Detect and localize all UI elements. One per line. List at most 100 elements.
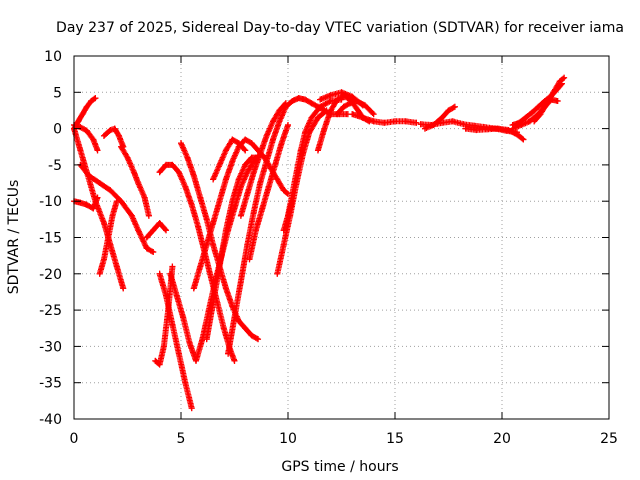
data-point — [280, 187, 287, 194]
data-point — [190, 172, 197, 179]
data-point — [353, 98, 360, 105]
data-point — [445, 107, 452, 114]
data-point — [449, 118, 456, 125]
series-arc20 — [246, 121, 291, 263]
data-point — [188, 405, 195, 412]
data-point — [118, 143, 125, 150]
data-point — [173, 292, 180, 299]
data-point — [535, 103, 542, 110]
x-tick-label: 25 — [600, 431, 618, 447]
data-point — [314, 114, 321, 121]
data-point — [150, 249, 157, 256]
data-point — [257, 180, 264, 187]
data-point — [509, 121, 516, 128]
data-point — [85, 172, 92, 179]
y-tick-label: -20 — [39, 267, 62, 283]
data-point — [107, 187, 114, 194]
data-point — [90, 136, 97, 143]
data-point — [297, 147, 304, 154]
data-point — [115, 132, 122, 139]
data-point — [163, 292, 170, 299]
data-point — [263, 132, 270, 139]
data-point — [338, 89, 345, 96]
data-point — [235, 176, 242, 183]
data-point — [558, 80, 565, 87]
data-point — [421, 125, 428, 132]
data-point — [349, 93, 356, 100]
data-point — [197, 263, 204, 270]
data-point — [392, 118, 398, 125]
data-point — [242, 136, 249, 143]
data-point — [359, 114, 366, 121]
series-arc30 — [462, 125, 527, 143]
x-tick-label: 10 — [279, 431, 297, 447]
data-point — [90, 205, 97, 212]
data-point — [175, 350, 182, 357]
y-tick-label: -30 — [39, 339, 62, 355]
data-point — [210, 176, 217, 183]
data-point — [107, 127, 114, 134]
data-point — [471, 122, 478, 129]
data-point — [222, 227, 229, 234]
data-point — [248, 332, 255, 339]
data-point — [302, 96, 309, 103]
data-point — [237, 212, 244, 219]
data-point — [248, 140, 255, 147]
data-point — [143, 245, 150, 252]
data-point — [242, 161, 249, 168]
chart-title: Day 237 of 2025, Sidereal Day-to-day VTE… — [56, 20, 624, 36]
data-point — [83, 127, 90, 134]
data-point — [295, 95, 302, 102]
data-point — [317, 96, 324, 103]
data-point — [272, 161, 279, 168]
data-point — [257, 151, 264, 158]
data-point — [327, 92, 334, 99]
data-point — [302, 129, 309, 136]
data-point — [100, 256, 107, 263]
data-point — [327, 98, 334, 105]
data-point — [520, 136, 527, 143]
data-point — [494, 125, 501, 132]
data-point — [188, 201, 195, 208]
data-point — [537, 111, 544, 118]
data-point — [77, 124, 84, 131]
data-point — [192, 357, 199, 364]
data-point — [152, 357, 159, 364]
data-point — [210, 299, 217, 306]
data-point — [528, 109, 535, 116]
data-point — [473, 127, 480, 134]
data-point — [522, 114, 529, 121]
data-point — [175, 169, 182, 176]
data-point — [263, 158, 270, 165]
series-arc19 — [237, 100, 289, 219]
series-arc26 — [334, 98, 377, 118]
data-point — [462, 125, 469, 132]
data-point — [248, 154, 255, 161]
series-arc27 — [349, 111, 420, 126]
series-trace — [509, 96, 561, 132]
data-point — [274, 176, 281, 183]
data-point — [216, 161, 223, 168]
series-arc8 — [118, 143, 152, 219]
data-point — [516, 119, 523, 126]
data-point — [203, 241, 210, 248]
data-point — [135, 180, 142, 187]
series-arc9 — [143, 219, 170, 241]
data-point — [94, 147, 101, 154]
x-axis-ticks: 0 5 10 15 20 25 — [70, 56, 618, 447]
data-point — [370, 118, 377, 125]
y-tick-label: -25 — [39, 303, 62, 319]
data-point — [561, 74, 568, 81]
data-point — [278, 140, 285, 147]
data-point — [334, 111, 341, 118]
y-tick-label: 0 — [53, 122, 62, 138]
y-tick-label: 5 — [53, 85, 62, 101]
data-point — [182, 379, 189, 386]
data-point — [180, 314, 187, 321]
data-point — [143, 234, 150, 241]
data-point — [244, 190, 251, 197]
data-point — [220, 325, 227, 332]
data-point — [242, 325, 249, 332]
series-arc7 — [100, 125, 127, 150]
data-point — [413, 119, 420, 126]
